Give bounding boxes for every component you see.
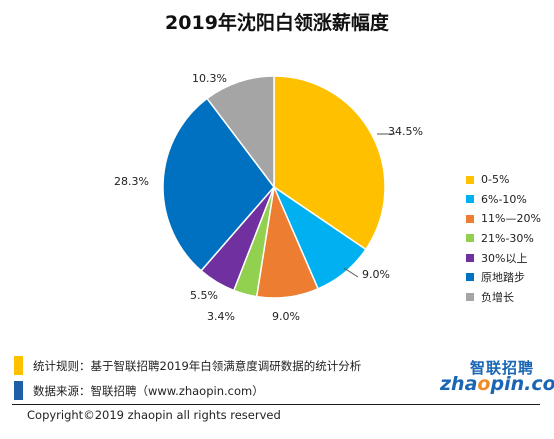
pie-slice xyxy=(273,75,386,251)
legend-swatch xyxy=(466,253,474,262)
source-text: 数据来源：智联招聘（www.zhaopin.com） xyxy=(33,383,264,398)
pie-slice xyxy=(206,75,275,190)
legend-item: 11%—20% xyxy=(466,209,541,229)
footer-rule: 统计规则：基于智联招聘2019年白领满意度调研数据的统计分析 xyxy=(14,356,361,375)
data-label: 10.3% xyxy=(192,72,227,85)
legend-swatch xyxy=(466,234,474,243)
legend-swatch xyxy=(466,273,474,282)
data-label: 34.5% xyxy=(388,125,423,138)
logo-en-o: o xyxy=(477,373,491,395)
data-label: 9.0% xyxy=(362,268,390,281)
data-label: 5.5% xyxy=(190,289,218,302)
legend-swatch xyxy=(466,195,474,204)
legend-item: 原地踏步 xyxy=(466,268,541,288)
legend-swatch xyxy=(466,175,474,184)
footer-divider xyxy=(12,404,540,405)
legend-item: 0-5% xyxy=(466,170,541,190)
legend-label: 6%-10% xyxy=(481,192,527,206)
legend-swatch xyxy=(466,292,474,301)
logo-en-text: zhaopin.com xyxy=(440,373,554,395)
zhaopin-logo: 智联招聘 zhaopin.com xyxy=(440,357,554,401)
pie-chart: 34.5% 9.0% 9.0% 3.4% 5.5% 28.3% 10.3% xyxy=(114,72,423,323)
logo-cn-text: 智联招聘 xyxy=(469,359,534,377)
legend-item: 30%以上 xyxy=(466,248,541,268)
data-label: 9.0% xyxy=(272,310,300,323)
rule-text: 统计规则：基于智联招聘2019年白领满意度调研数据的统计分析 xyxy=(33,358,362,373)
rule-color-bar xyxy=(14,356,23,375)
data-label: 28.3% xyxy=(114,175,149,188)
legend-item: 6%-10% xyxy=(466,190,541,210)
logo-en-prefix: zha xyxy=(440,373,478,395)
legend-label: 0-5% xyxy=(481,173,510,187)
legend-label: 原地踏步 xyxy=(481,271,525,285)
footer-source: 数据来源：智联招聘（www.zhaopin.com） xyxy=(14,381,264,400)
copyright-text: Copyright©2019 zhaopin all rights reserv… xyxy=(27,408,281,422)
legend-label: 30%以上 xyxy=(481,251,528,265)
pie-slice xyxy=(162,97,275,272)
legend-item: 负增长 xyxy=(466,287,541,307)
legend-label: 21%-30% xyxy=(481,231,534,245)
source-color-bar xyxy=(14,381,23,400)
legend-swatch xyxy=(466,214,474,223)
chart-title: 2019年沈阳白领涨薪幅度 xyxy=(165,12,389,34)
legend-label: 11%—20% xyxy=(481,212,541,226)
data-label: 3.4% xyxy=(207,310,235,323)
logo-en-suffix: pin.com xyxy=(490,373,554,395)
chart-legend: 0-5% 6%-10% 11%—20% 21%-30% 30%以上原地踏步负增长 xyxy=(466,170,541,307)
legend-label: 负增长 xyxy=(481,290,514,304)
label-leader-line xyxy=(343,267,359,278)
legend-item: 21%-30% xyxy=(466,229,541,249)
